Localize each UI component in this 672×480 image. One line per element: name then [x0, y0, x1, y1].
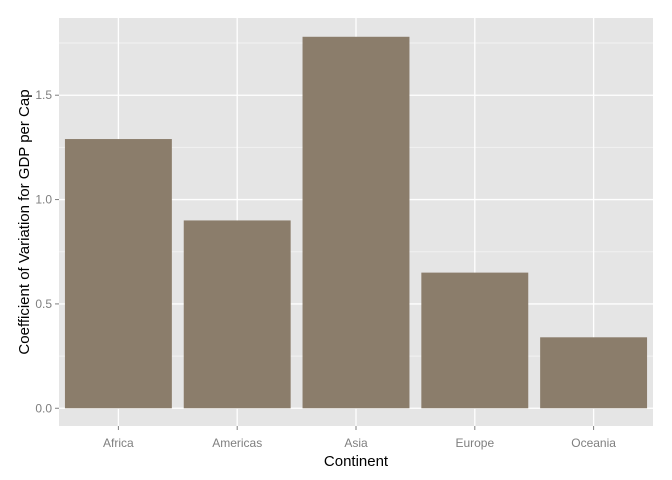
y-tick-label: 0.0: [35, 401, 52, 415]
x-tick-label: Asia: [344, 436, 368, 450]
x-axis-title: Continent: [324, 453, 389, 470]
bar-africa: [64, 139, 172, 409]
bar-americas: [183, 220, 291, 409]
bar-oceania: [540, 337, 648, 409]
bar-asia: [302, 36, 410, 409]
y-axis: 0.0 0.5 1.0 1.5: [35, 88, 59, 415]
bars: [64, 36, 648, 409]
y-axis-title: Coefficient of Variation for GDP per Cap: [16, 89, 33, 354]
y-tick-label: 0.5: [35, 297, 52, 311]
x-axis: Africa Americas Asia Europe Oceania: [103, 426, 616, 450]
x-tick-label: Oceania: [571, 436, 616, 450]
y-tick-label: 1.0: [35, 193, 52, 207]
x-tick-label: Americas: [212, 436, 262, 450]
x-tick-label: Europe: [455, 436, 494, 450]
y-tick-label: 1.5: [35, 88, 52, 102]
bar-europe: [421, 272, 529, 409]
x-tick-label: Africa: [103, 436, 134, 450]
